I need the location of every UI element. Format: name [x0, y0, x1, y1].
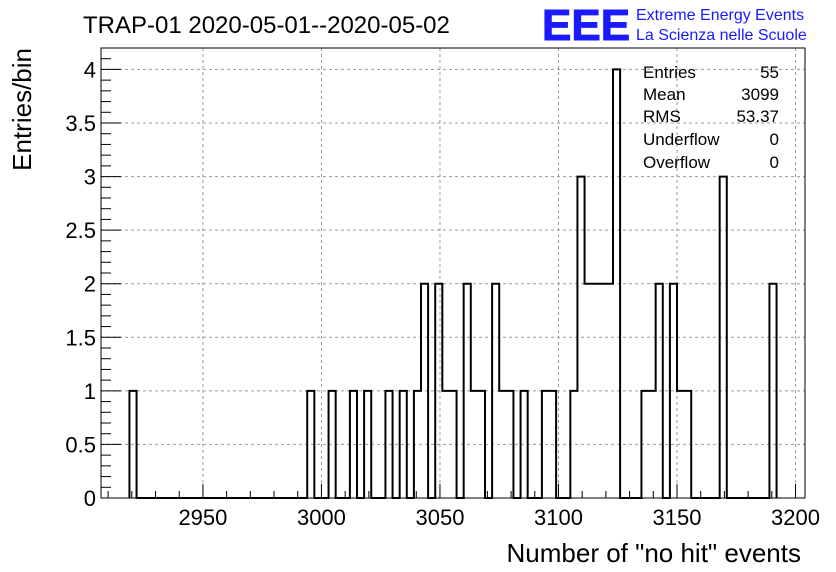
stats-overflow-value: 0 [770, 153, 779, 172]
x-axis-label: Number of "no hit" events [507, 538, 802, 568]
grid [101, 48, 805, 498]
chart-title: TRAP-01 2020-05-01--2020-05-02 [83, 12, 450, 39]
x-tick-label: 2950 [178, 505, 227, 530]
eee-logo: EEE Extreme Energy Events La Scienza nel… [542, 1, 807, 51]
y-tick-label: 0.5 [65, 432, 96, 457]
stats-mean-label: Mean [643, 85, 686, 104]
stats-rms-value: 53.37 [736, 107, 779, 126]
stats-entries-label: Entries [643, 63, 696, 82]
y-tick-label: 4 [84, 57, 96, 82]
y-tick-label: 2 [84, 272, 96, 297]
y-tick-label: 3 [84, 165, 96, 190]
stats-underflow-value: 0 [770, 130, 779, 149]
plot-frame [100, 47, 806, 499]
logo-line2: La Scienza nelle Scuole [636, 27, 807, 44]
stats-rms-label: RMS [643, 107, 681, 126]
x-tick-label: 3100 [534, 505, 583, 530]
axes: 0 0.5 1 1.5 2 2.5 3 3.5 4 2950 3000 3050 3100 3150 320… [65, 57, 820, 530]
logo-line1: Extreme Energy Events [636, 7, 804, 24]
x-tick-label: 3150 [653, 505, 702, 530]
y-tick-label: 2.5 [65, 218, 96, 243]
y-tick-label: 3.5 [65, 111, 96, 136]
x-tick-label: 3200 [771, 505, 820, 530]
logo-mark: EEE [542, 1, 630, 50]
stats-mean-value: 3099 [741, 85, 779, 104]
y-tick-label: 1 [84, 379, 96, 404]
stats-underflow-label: Underflow [643, 130, 720, 149]
stats-box: Entries 55 Mean 3099 RMS 53.37 Underflow… [643, 63, 779, 172]
y-tick-label: 1.5 [65, 325, 96, 350]
y-axis-label: Entries/bin [7, 48, 37, 171]
x-tick-label: 3000 [297, 505, 346, 530]
stats-entries-value: 55 [760, 63, 779, 82]
y-tick-label: 0 [84, 486, 96, 511]
stats-overflow-label: Overflow [643, 153, 711, 172]
x-tick-label: 3050 [415, 505, 464, 530]
